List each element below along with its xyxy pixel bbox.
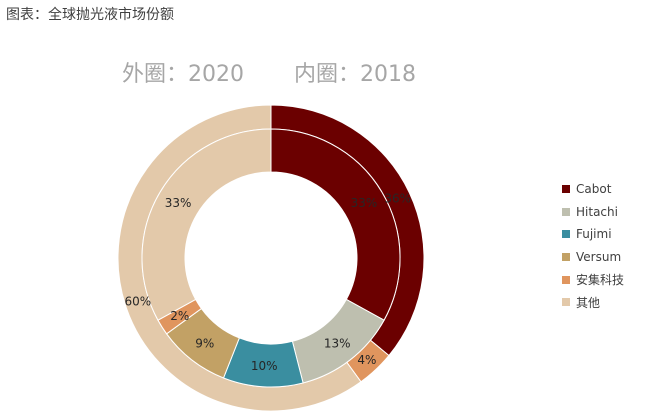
legend-label: 安集科技	[576, 273, 625, 288]
legend-item: 其他	[562, 291, 624, 314]
legend-swatch	[562, 230, 570, 239]
ring-title: 外圈：2020 内圈：2018	[122, 56, 466, 88]
legend-label: Cabot	[576, 182, 612, 197]
data-label-inner-4: 2%	[170, 309, 189, 323]
chart-caption: 图表：全球抛光液市场份额	[6, 7, 174, 23]
inner-ring-title: 内圈：2018	[294, 62, 416, 87]
legend-swatch	[562, 185, 570, 194]
legend-swatch	[562, 253, 570, 262]
legend-item: 安集科技	[562, 268, 624, 291]
data-label-inner-1: 13%	[324, 336, 351, 350]
data-label-outer-0: 36%	[384, 191, 411, 205]
data-label-inner-2: 10%	[251, 359, 278, 373]
legend-item: Cabot	[562, 178, 624, 201]
legend-label: Versum	[576, 250, 622, 265]
legend-swatch	[562, 207, 570, 216]
data-label-outer-5: 60%	[125, 294, 152, 308]
legend-swatch	[562, 275, 570, 284]
data-label-outer-4: 4%	[357, 353, 376, 367]
legend-item: Versum	[562, 246, 624, 269]
legend-label: 其他	[576, 295, 601, 310]
data-label-inner-5: 33%	[165, 196, 192, 210]
outer-ring-title: 外圈：2020	[122, 62, 244, 87]
legend-item: Fujimi	[562, 223, 624, 246]
data-label-inner-0: 33%	[351, 196, 378, 210]
legend-swatch	[562, 298, 570, 307]
legend-label: Fujimi	[576, 227, 612, 242]
legend: Cabot Hitachi Fujimi Versum 安集科技其他	[562, 178, 624, 314]
slice-inner-0	[270, 128, 401, 321]
data-label-inner-3: 9%	[195, 336, 214, 350]
legend-label: Hitachi	[576, 204, 618, 219]
legend-item: Hitachi	[562, 201, 624, 224]
slice-inner-5	[141, 128, 272, 321]
